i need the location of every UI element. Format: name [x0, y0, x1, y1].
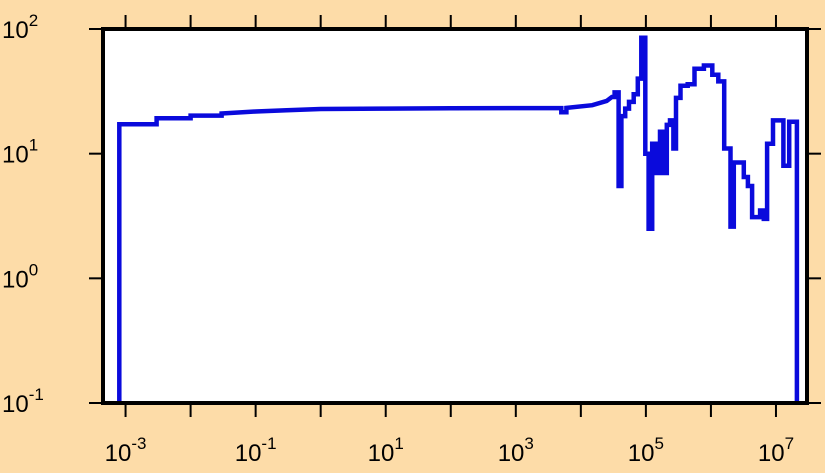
y-tick-label: 100 — [2, 260, 38, 293]
axis-ticks — [89, 15, 821, 417]
x-tick-label: 103 — [498, 434, 534, 467]
plot-area — [103, 29, 807, 403]
y-tick-label: 10-1 — [2, 385, 44, 418]
x-tick-label: 101 — [368, 434, 404, 467]
x-tick-label: 105 — [628, 434, 664, 467]
x-tick-label: 10-1 — [235, 434, 277, 467]
x-tick-label: 10-3 — [105, 434, 147, 467]
y-axis-tick-labels: 10-1 100 101 102 — [2, 11, 44, 418]
y-tick-label: 101 — [2, 136, 38, 169]
plot-frame — [101, 27, 809, 405]
y-tick-label: 102 — [2, 11, 38, 44]
x-axis-tick-labels: 10-3 10-1 101 103 105 107 — [105, 434, 794, 467]
x-tick-label: 107 — [758, 434, 794, 467]
data-series-line — [117, 35, 800, 403]
